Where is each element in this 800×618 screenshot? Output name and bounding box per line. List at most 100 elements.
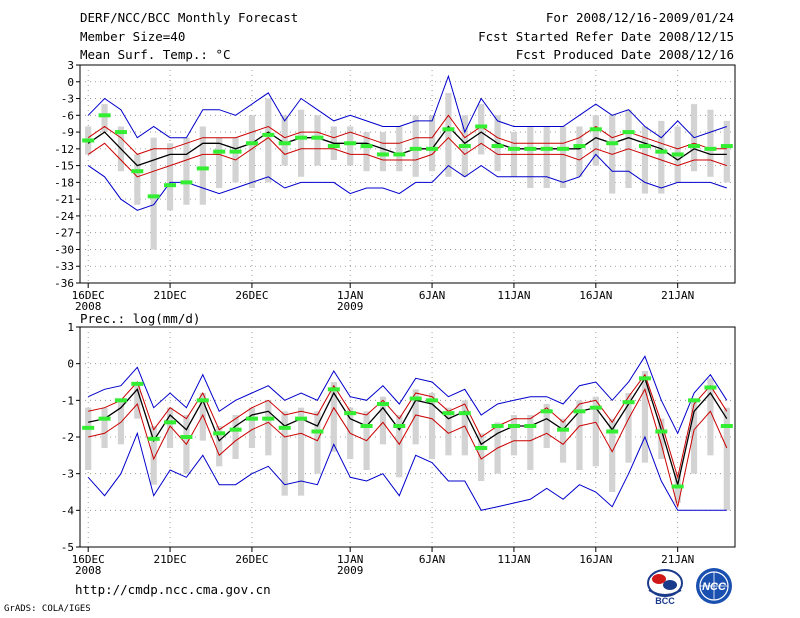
source-url[interactable]: http://cmdp.ncc.cma.gov.cn	[75, 582, 271, 597]
prec-observed-marker	[557, 427, 570, 432]
prec-box	[199, 393, 206, 441]
temp-observed-marker	[573, 144, 586, 149]
prec-observed-marker	[147, 436, 160, 441]
prec-box	[150, 426, 157, 485]
temp-observed-marker	[131, 169, 144, 174]
temp-y-tick-label: 3	[67, 59, 74, 72]
temp-box	[559, 126, 567, 188]
temp-x-tick-label: 16DEC	[72, 289, 105, 302]
temp-observed-marker	[213, 149, 226, 154]
temp-box	[428, 115, 436, 172]
temp-observed-marker	[360, 144, 373, 149]
prec-y-tick-label: 1	[67, 321, 74, 334]
temp-outer-upper-line	[87, 74, 727, 139]
variable-label: Mean Surf. Temp.: °C	[80, 47, 231, 62]
temp-box	[199, 126, 206, 205]
temp-observed-marker	[442, 127, 455, 132]
prec-x-tick-label: 16JAN	[579, 553, 612, 566]
temp-y-tick-label: -3	[61, 93, 74, 106]
prec-observed-marker	[622, 400, 635, 405]
prec-observed-marker	[278, 425, 291, 430]
prec-observed-marker	[720, 424, 733, 428]
temp-box	[543, 126, 550, 188]
temp-observed-marker	[229, 149, 242, 154]
ncc-logo: NCC	[696, 568, 732, 604]
prec-outer-lower-line	[87, 431, 727, 511]
prec-observed-marker	[671, 484, 684, 489]
prec-box	[85, 407, 92, 470]
temp-observed-marker	[98, 113, 111, 118]
prec-box	[297, 407, 305, 496]
prec-observed-marker	[164, 420, 177, 425]
grads-credit: GrADS: COLA/IGES	[4, 604, 91, 614]
temp-box	[576, 126, 583, 177]
prec-observed-marker	[393, 424, 406, 428]
prec-panel-title: Prec.: log(mm/d)	[80, 311, 200, 326]
temp-x-tick-label: 26DEC	[235, 289, 268, 302]
prec-outer-upper-line	[87, 355, 728, 435]
prec-observed-marker	[245, 416, 258, 421]
prec-observed-marker	[655, 429, 668, 434]
temp-box	[216, 137, 223, 188]
temp-inner-upper-line	[87, 114, 727, 155]
prec-observed-marker	[426, 398, 439, 403]
prec-y-tick-label: -5	[61, 541, 74, 554]
prec-observed-marker	[196, 398, 209, 403]
prec-observed-marker	[573, 409, 586, 414]
temp-observed-marker	[671, 152, 684, 157]
temp-observed-marker	[426, 146, 439, 151]
temp-x-year-label: 2009	[337, 300, 364, 313]
prec-observed-marker	[540, 409, 553, 414]
temp-observed-marker	[114, 130, 127, 135]
temp-y-tick-label: -36	[54, 277, 74, 290]
prec-observed-marker	[213, 431, 226, 436]
prec-box	[379, 396, 387, 445]
prec-observed-marker	[442, 411, 455, 416]
prec-x-tick-label: 1JAN	[337, 553, 364, 566]
prec-observed-marker	[180, 435, 193, 439]
prec-observed-marker	[311, 429, 324, 434]
member-size: Member Size=40	[80, 29, 186, 44]
prec-y-tick-label: -2	[61, 431, 74, 444]
prec-box	[461, 400, 468, 456]
temp-observed-marker	[688, 144, 701, 149]
prec-box	[330, 382, 337, 452]
prec-observed-marker	[360, 424, 373, 428]
prec-box	[559, 418, 567, 463]
temp-observed-marker	[540, 146, 553, 151]
prec-box	[543, 404, 550, 448]
temp-observed-marker	[720, 144, 733, 149]
prec-frame	[79, 326, 736, 548]
prec-box	[658, 418, 665, 459]
temp-frame	[79, 64, 736, 284]
prec-box	[445, 407, 452, 456]
temp-observed-marker	[458, 144, 471, 149]
temp-observed-marker	[180, 180, 193, 185]
temp-box	[707, 109, 714, 177]
prec-observed-marker	[704, 385, 717, 390]
temp-box	[658, 120, 665, 194]
prec-observed-marker	[376, 402, 389, 406]
temp-observed-marker	[704, 146, 717, 151]
temp-y-tick-label: -6	[61, 109, 74, 122]
temp-observed-marker	[311, 135, 324, 140]
temp-y-tick-label: -21	[54, 193, 74, 206]
prec-box	[510, 415, 518, 456]
temp-observed-marker	[82, 138, 95, 143]
prec-observed-marker	[458, 411, 471, 416]
bcc-logo: BCC	[647, 569, 683, 606]
temp-observed-marker	[393, 152, 406, 157]
temp-box	[412, 115, 419, 177]
temp-outer-lower-line	[87, 153, 727, 211]
temp-observed-marker	[524, 146, 537, 151]
prec-box	[428, 393, 436, 459]
temp-box	[396, 126, 403, 172]
prec-observed-marker	[606, 429, 619, 434]
temp-y-tick-label: -12	[54, 143, 74, 156]
temp-box	[265, 98, 272, 183]
temp-observed-marker	[507, 146, 520, 151]
temp-x-tick-label: 21DEC	[154, 289, 187, 302]
prec-box	[690, 400, 698, 474]
temp-y-tick-label: -33	[54, 260, 74, 273]
temp-observed-marker	[376, 152, 389, 157]
